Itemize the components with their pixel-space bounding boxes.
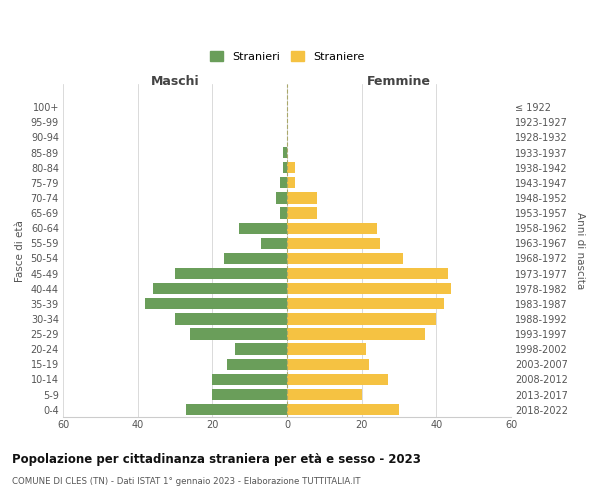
Bar <box>175 268 287 279</box>
Bar <box>287 252 403 264</box>
Y-axis label: Anni di nascita: Anni di nascita <box>575 212 585 290</box>
Bar <box>287 374 388 385</box>
Bar <box>145 298 287 310</box>
Bar <box>287 298 444 310</box>
Bar <box>287 328 425 340</box>
Bar <box>190 328 287 340</box>
Bar <box>153 283 287 294</box>
Bar <box>239 222 287 234</box>
Bar <box>227 358 287 370</box>
Bar <box>280 208 287 218</box>
Bar <box>280 177 287 188</box>
Bar <box>287 208 317 218</box>
Bar <box>287 283 451 294</box>
Text: Popolazione per cittadinanza straniera per età e sesso - 2023: Popolazione per cittadinanza straniera p… <box>12 452 421 466</box>
Bar <box>287 238 380 249</box>
Bar <box>283 162 287 173</box>
Bar <box>287 389 362 400</box>
Bar <box>287 192 317 203</box>
Bar <box>287 222 377 234</box>
Bar <box>224 252 287 264</box>
Text: Femmine: Femmine <box>367 74 431 88</box>
Text: COMUNE DI CLES (TN) - Dati ISTAT 1° gennaio 2023 - Elaborazione TUTTITALIA.IT: COMUNE DI CLES (TN) - Dati ISTAT 1° genn… <box>12 478 361 486</box>
Bar <box>287 177 295 188</box>
Y-axis label: Fasce di età: Fasce di età <box>15 220 25 282</box>
Bar <box>187 404 287 415</box>
Bar <box>287 162 295 173</box>
Bar <box>283 147 287 158</box>
Bar <box>212 389 287 400</box>
Bar <box>287 313 436 324</box>
Bar <box>287 268 448 279</box>
Bar <box>287 404 399 415</box>
Bar <box>235 344 287 355</box>
Legend: Stranieri, Straniere: Stranieri, Straniere <box>205 47 369 66</box>
Bar <box>261 238 287 249</box>
Bar <box>175 313 287 324</box>
Bar <box>287 358 369 370</box>
Bar <box>287 344 365 355</box>
Bar <box>212 374 287 385</box>
Text: Maschi: Maschi <box>151 74 199 88</box>
Bar <box>276 192 287 203</box>
